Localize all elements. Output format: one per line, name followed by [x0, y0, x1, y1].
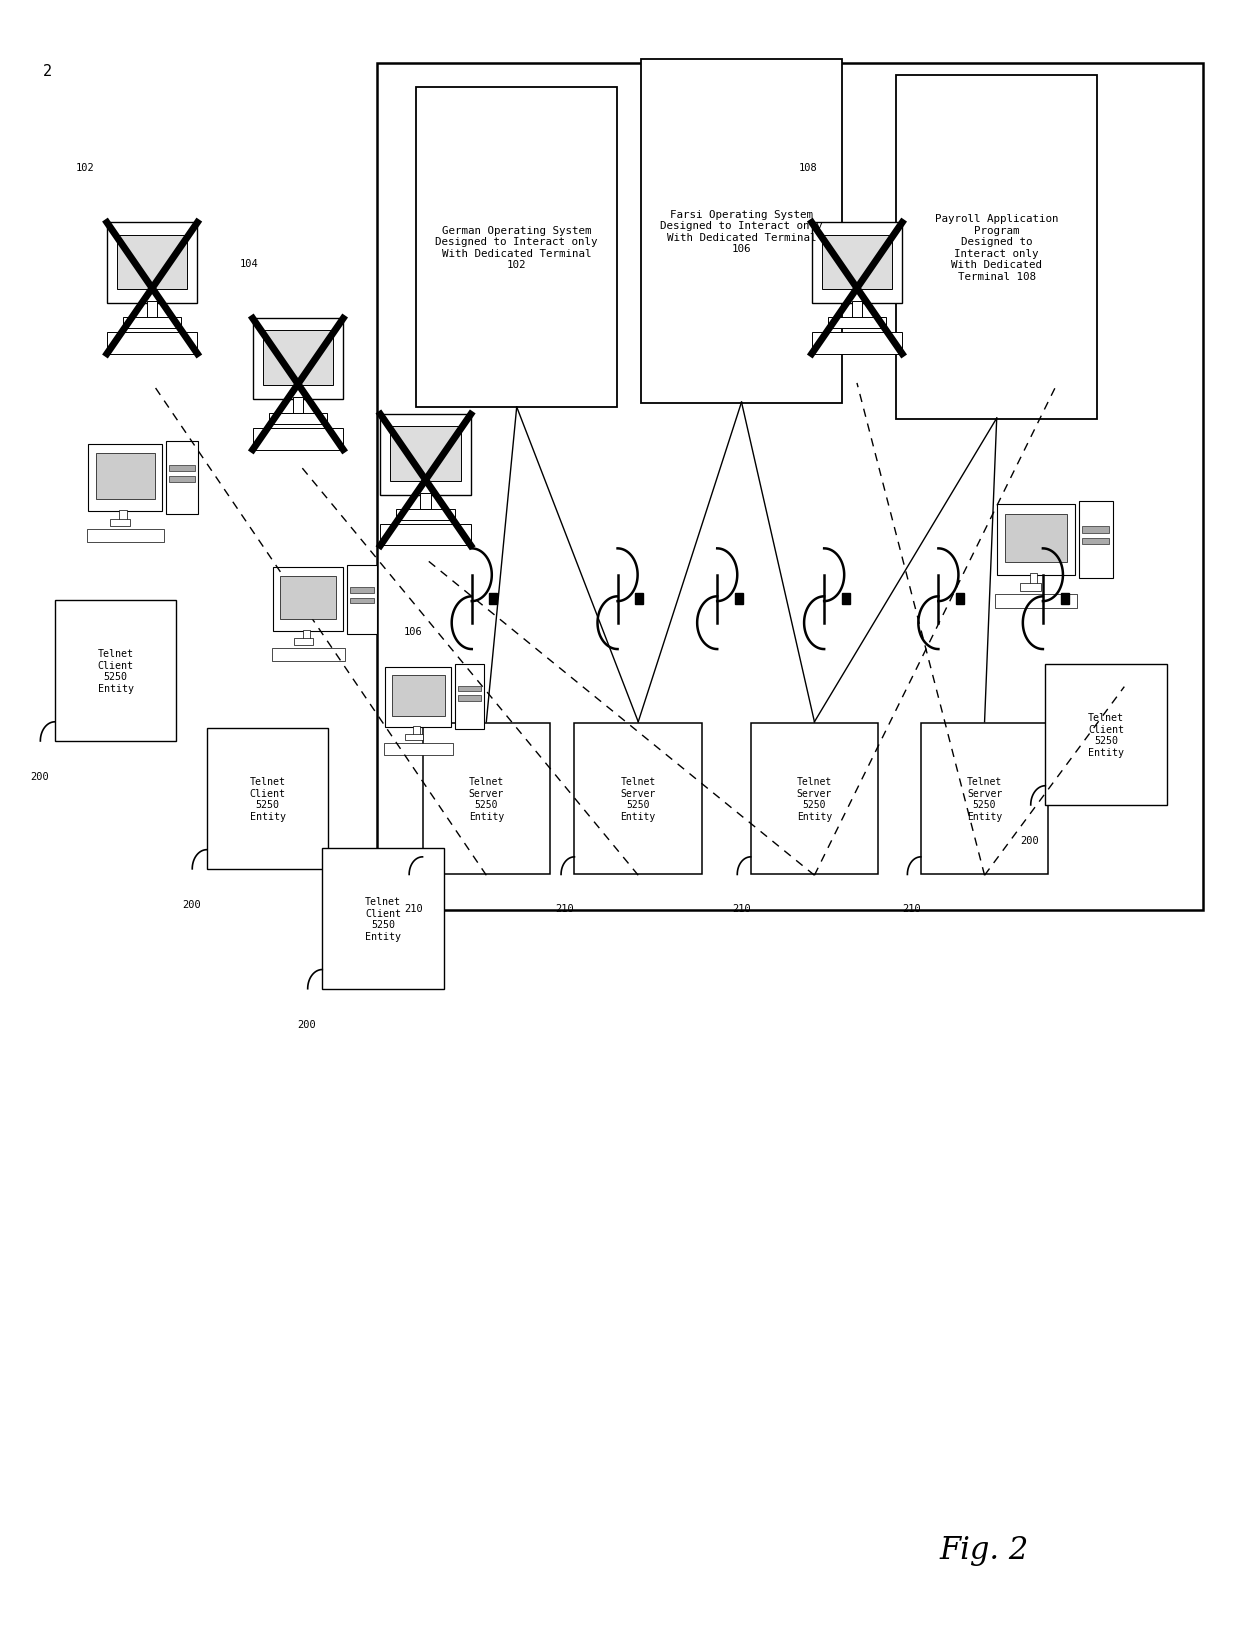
Bar	[822, 235, 893, 290]
Bar	[107, 333, 197, 354]
Bar	[842, 593, 849, 605]
Bar	[207, 729, 329, 869]
Bar	[458, 696, 481, 701]
Text: 104: 104	[241, 259, 259, 269]
Text: 102: 102	[76, 163, 94, 173]
Bar	[417, 88, 618, 408]
Bar	[169, 476, 195, 482]
Bar	[107, 223, 197, 303]
Text: 2: 2	[42, 64, 52, 80]
Bar	[117, 235, 187, 290]
Bar	[852, 302, 862, 318]
Bar	[1029, 574, 1038, 585]
Bar	[420, 494, 430, 509]
Bar	[322, 849, 444, 989]
Bar	[280, 577, 336, 619]
Bar	[110, 520, 130, 526]
Bar	[458, 686, 481, 691]
Text: Fig. 2: Fig. 2	[940, 1534, 1029, 1565]
Bar	[1060, 593, 1069, 605]
Text: Farsi Operating System
Designed to Interact only
With Dedicated Terminal
106: Farsi Operating System Designed to Inter…	[660, 210, 823, 254]
Bar	[455, 665, 484, 730]
Bar	[996, 595, 1078, 608]
Bar	[1004, 515, 1066, 562]
Bar	[1079, 502, 1112, 579]
Bar	[1021, 584, 1040, 592]
Text: 210: 210	[404, 903, 423, 914]
Bar	[169, 466, 195, 471]
Bar	[574, 724, 702, 875]
Bar	[386, 667, 451, 727]
Bar	[956, 593, 963, 605]
Text: 200: 200	[182, 900, 201, 910]
Text: German Operating System
Designed to Interact only
With Dedicated Terminal
102: German Operating System Designed to Inte…	[435, 225, 598, 271]
Bar	[381, 416, 471, 496]
Bar	[997, 505, 1075, 575]
Bar	[921, 724, 1048, 875]
Bar	[812, 333, 903, 354]
Bar	[87, 530, 165, 543]
Text: 210: 210	[556, 903, 574, 914]
Bar	[828, 318, 887, 329]
Bar	[397, 509, 455, 522]
Bar	[293, 398, 304, 414]
Bar	[272, 649, 345, 662]
Text: Telnet
Client
5250
Entity: Telnet Client 5250 Entity	[1087, 712, 1125, 758]
Bar	[119, 510, 126, 520]
Bar	[750, 724, 878, 875]
Text: 210: 210	[732, 903, 750, 914]
Bar	[735, 593, 743, 605]
Text: 108: 108	[799, 163, 817, 173]
Bar	[391, 427, 461, 482]
Bar	[641, 60, 842, 404]
Text: Telnet
Server
5250
Entity: Telnet Server 5250 Entity	[797, 776, 832, 822]
Bar	[1083, 526, 1110, 533]
Text: 200: 200	[1021, 836, 1039, 846]
Text: Telnet
Client
5250
Entity: Telnet Client 5250 Entity	[249, 776, 285, 822]
Bar	[273, 567, 343, 631]
Text: 106: 106	[404, 626, 423, 636]
Text: Payroll Application
Program
Designed to
Interact only
With Dedicated
Terminal 10: Payroll Application Program Designed to …	[935, 214, 1059, 282]
Text: Telnet
Client
5250
Entity: Telnet Client 5250 Entity	[365, 897, 401, 941]
Bar	[263, 331, 334, 386]
Bar	[347, 566, 377, 634]
Bar	[1045, 665, 1167, 805]
Bar	[350, 588, 374, 593]
Bar	[490, 593, 497, 605]
Text: Telnet
Server
5250
Entity: Telnet Server 5250 Entity	[469, 776, 503, 822]
Bar	[413, 725, 420, 735]
Bar	[635, 593, 644, 605]
Text: Telnet
Server
5250
Entity: Telnet Server 5250 Entity	[967, 776, 1002, 822]
Text: 200: 200	[298, 1019, 316, 1029]
Bar	[55, 601, 176, 742]
Bar	[384, 743, 454, 755]
Bar	[350, 598, 374, 603]
Bar	[1083, 538, 1110, 544]
Bar	[897, 77, 1097, 419]
Bar	[377, 64, 1203, 911]
Bar	[253, 429, 343, 450]
Text: Telnet
Server
5250
Entity: Telnet Server 5250 Entity	[620, 776, 656, 822]
Bar	[269, 414, 327, 425]
Bar	[294, 639, 312, 645]
Bar	[405, 734, 423, 740]
Text: 210: 210	[901, 903, 921, 914]
Bar	[95, 455, 155, 499]
Bar	[423, 724, 551, 875]
Bar	[392, 676, 445, 717]
Text: 200: 200	[30, 771, 48, 782]
Bar	[123, 318, 181, 329]
Text: Telnet
Client
5250
Entity: Telnet Client 5250 Entity	[98, 649, 134, 694]
Bar	[303, 631, 310, 641]
Bar	[88, 445, 162, 512]
Bar	[253, 319, 343, 399]
Bar	[381, 525, 471, 546]
Bar	[146, 302, 157, 318]
Bar	[166, 442, 198, 515]
Bar	[812, 223, 903, 303]
